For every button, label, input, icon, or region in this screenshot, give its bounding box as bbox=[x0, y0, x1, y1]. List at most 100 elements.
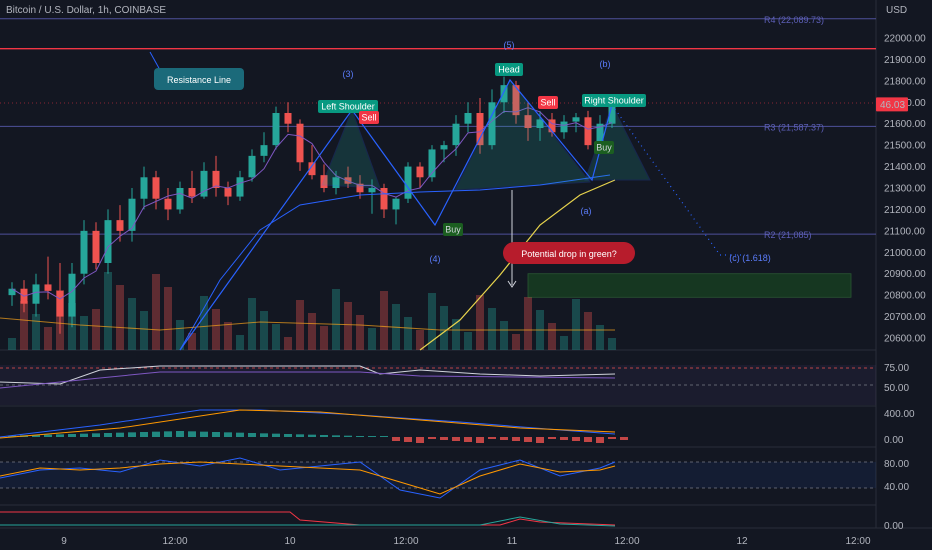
candle-body bbox=[452, 123, 460, 146]
drop-note-label: Potential drop in green? bbox=[521, 249, 617, 259]
buy-signal-badge bbox=[443, 223, 463, 236]
pivot-label: R4 (22,089.73) bbox=[764, 15, 824, 25]
volume-bar bbox=[524, 297, 532, 350]
candle-body bbox=[380, 188, 388, 210]
volume-bar bbox=[164, 287, 172, 350]
candle-body bbox=[392, 198, 400, 210]
price-tick-label: 21000.00 bbox=[884, 248, 926, 259]
macd-histogram-bar bbox=[164, 431, 172, 437]
candle-body bbox=[512, 85, 520, 116]
volume-bar bbox=[584, 312, 592, 350]
macd-histogram-bar bbox=[80, 433, 88, 437]
left-shoulder-label-badge bbox=[318, 100, 378, 113]
macd-histogram-bar bbox=[368, 436, 376, 437]
candle-body bbox=[188, 188, 196, 197]
candle-body bbox=[536, 119, 544, 128]
macd-histogram-bar bbox=[224, 432, 232, 437]
volume-bar bbox=[344, 302, 352, 350]
volume-bar bbox=[284, 337, 292, 350]
candle-body bbox=[176, 188, 184, 210]
candle-body bbox=[560, 121, 568, 133]
candle-body bbox=[56, 290, 64, 317]
candle-body bbox=[524, 115, 532, 128]
callout-pointer bbox=[149, 51, 161, 71]
candle-body bbox=[596, 123, 604, 146]
candle-body bbox=[200, 170, 208, 197]
volume-bar bbox=[32, 314, 40, 350]
macd-histogram-bar bbox=[620, 437, 628, 440]
macd-histogram-bar bbox=[248, 433, 256, 437]
rsi-tick-label: 75.00 bbox=[884, 363, 909, 374]
macd-histogram-bar bbox=[68, 434, 76, 437]
price-tick-label: 21600.00 bbox=[884, 119, 926, 130]
buy-signal: Buy bbox=[445, 225, 461, 235]
macd-histogram-bar bbox=[584, 437, 592, 442]
volume-bar bbox=[20, 301, 28, 350]
macd-histogram-bar bbox=[212, 432, 220, 437]
sell-signal-badge bbox=[538, 96, 558, 109]
sell-signal-badge bbox=[359, 111, 379, 124]
macd-histogram-bar bbox=[452, 437, 460, 441]
rsi-signal-line bbox=[0, 371, 616, 389]
volume-bar bbox=[272, 324, 280, 350]
macd-histogram-bar bbox=[116, 432, 124, 437]
macd-histogram-bar bbox=[152, 431, 160, 437]
rsi-tick-label: 50.00 bbox=[884, 383, 909, 394]
volume-bar bbox=[500, 321, 508, 350]
macd-histogram-bar bbox=[572, 437, 580, 441]
macd-tick-label: 400.00 bbox=[884, 409, 915, 420]
ma-fast bbox=[11, 107, 613, 300]
macd-histogram-bar bbox=[512, 437, 520, 441]
price-tick-label: 21100.00 bbox=[884, 226, 925, 237]
volume-bar bbox=[296, 300, 304, 350]
candle-body bbox=[212, 170, 220, 188]
macd-histogram-bar bbox=[32, 435, 40, 437]
candle-body bbox=[236, 177, 244, 197]
volume-bar bbox=[212, 309, 220, 350]
price-tick-label: 22000.00 bbox=[884, 34, 926, 45]
volume-bar bbox=[128, 298, 136, 350]
candle-body bbox=[164, 198, 172, 210]
volume-bar bbox=[596, 325, 604, 350]
volume-bar bbox=[104, 272, 112, 350]
price-tick-label: 21400.00 bbox=[884, 162, 926, 173]
volume-bar bbox=[260, 311, 268, 350]
volume-bar bbox=[464, 332, 472, 350]
macd-histogram-bar bbox=[236, 432, 244, 437]
volume-bar bbox=[356, 315, 364, 350]
macd-histogram-bar bbox=[332, 435, 340, 437]
macd-histogram-bar bbox=[464, 437, 472, 442]
time-tick-label: 9 bbox=[61, 536, 67, 547]
macd-histogram-bar bbox=[500, 437, 508, 440]
volume-bar bbox=[404, 317, 412, 350]
time-tick-label: 12:00 bbox=[614, 536, 639, 547]
resistance-callout bbox=[154, 68, 244, 90]
stoch-tick-label: 80.00 bbox=[884, 459, 909, 470]
volume-bar bbox=[248, 298, 256, 350]
wave-label: (c) (1.618) bbox=[729, 253, 771, 263]
chart-title: Bitcoin / U.S. Dollar, 1h, COINBASE bbox=[6, 5, 166, 16]
candle-body bbox=[224, 188, 232, 197]
macd-histogram-bar bbox=[560, 437, 568, 440]
volume-ma bbox=[0, 317, 615, 331]
macd-histogram-bar bbox=[356, 436, 364, 437]
macd-histogram-bar bbox=[8, 435, 16, 437]
target-zone bbox=[527, 273, 852, 298]
macd-histogram-bar bbox=[344, 435, 352, 437]
volume-bar bbox=[452, 319, 460, 350]
macd-histogram-bar bbox=[488, 437, 496, 439]
macd-histogram-bar bbox=[476, 437, 484, 443]
candle-body bbox=[140, 177, 148, 199]
left-shoulder-label: Left Shoulder bbox=[321, 102, 375, 112]
candle-body bbox=[488, 102, 496, 146]
candle-body bbox=[152, 177, 160, 199]
volume-bar bbox=[332, 289, 340, 350]
candle-body bbox=[44, 284, 52, 291]
macd-histogram-bar bbox=[596, 437, 604, 443]
price-tick-label: 21300.00 bbox=[884, 184, 926, 195]
candle-body bbox=[404, 166, 412, 199]
candle-body bbox=[548, 119, 556, 133]
volume-bar bbox=[116, 285, 124, 350]
